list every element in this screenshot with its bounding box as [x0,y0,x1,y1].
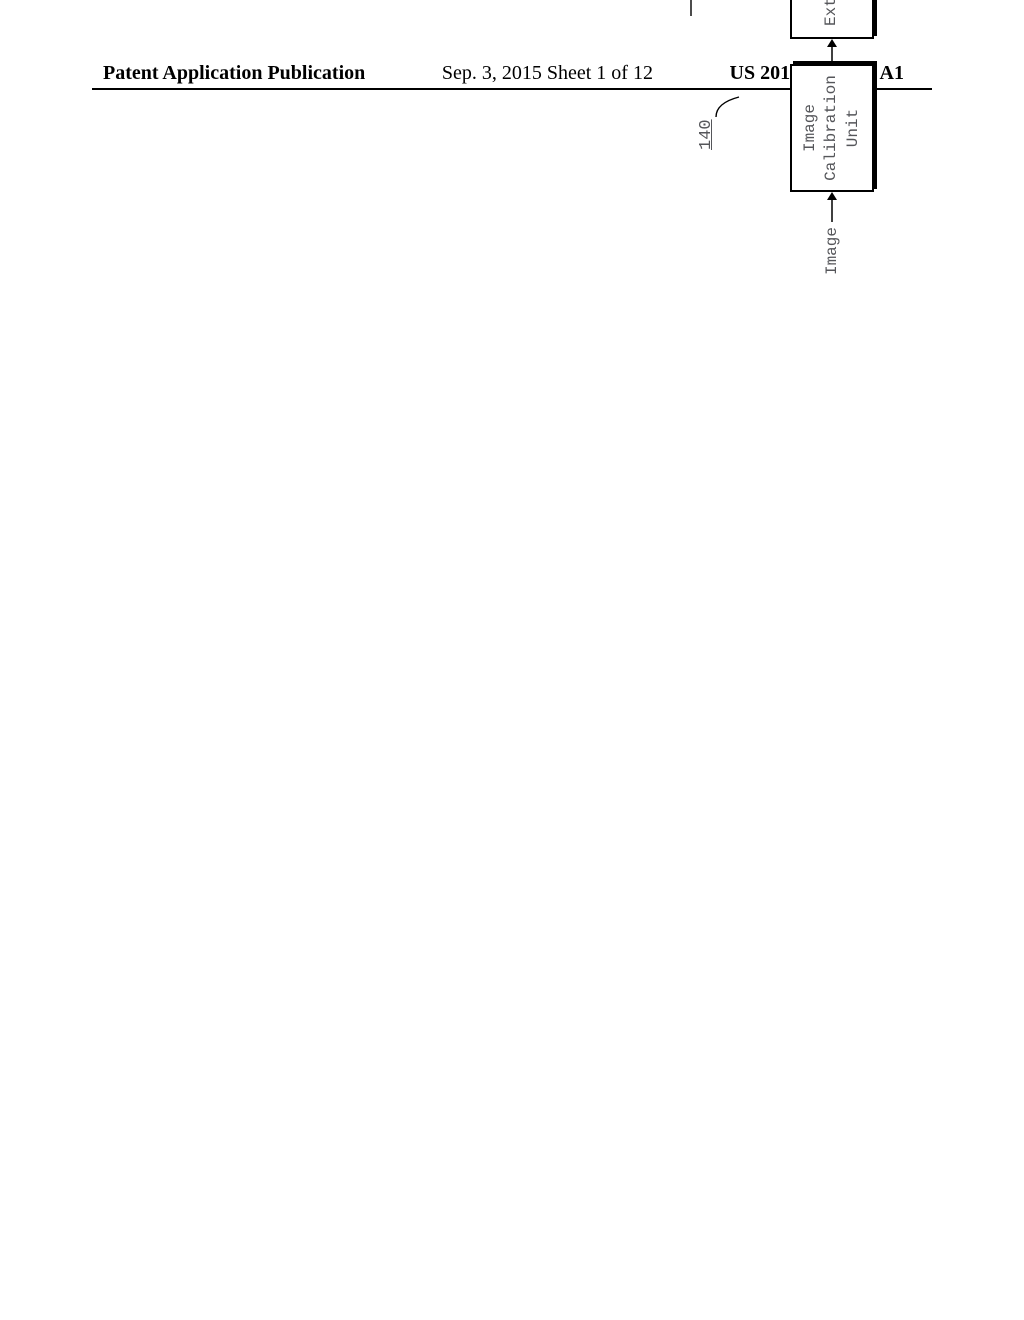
input-label: Image [822,222,843,280]
block-140: Image Calibration Unit [790,64,874,192]
header-left: Patent Application Publication [103,62,365,85]
block-110-wrap: Area Extraction Unit [790,0,874,39]
ref-140-leader [715,77,745,117]
system-bracket [680,0,698,16]
ref-140: 140 [697,119,716,150]
flow-row: Image Image Calibration Unit Area Extrac… [742,0,922,280]
block-140-wrap: Image Calibration Unit [790,64,874,192]
arrow-in [825,192,839,222]
figure-1-diagram: FIG. 1 100 140 110 120 130 Image Image C… [412,0,1024,280]
block-110: Area Extraction Unit [790,0,874,39]
